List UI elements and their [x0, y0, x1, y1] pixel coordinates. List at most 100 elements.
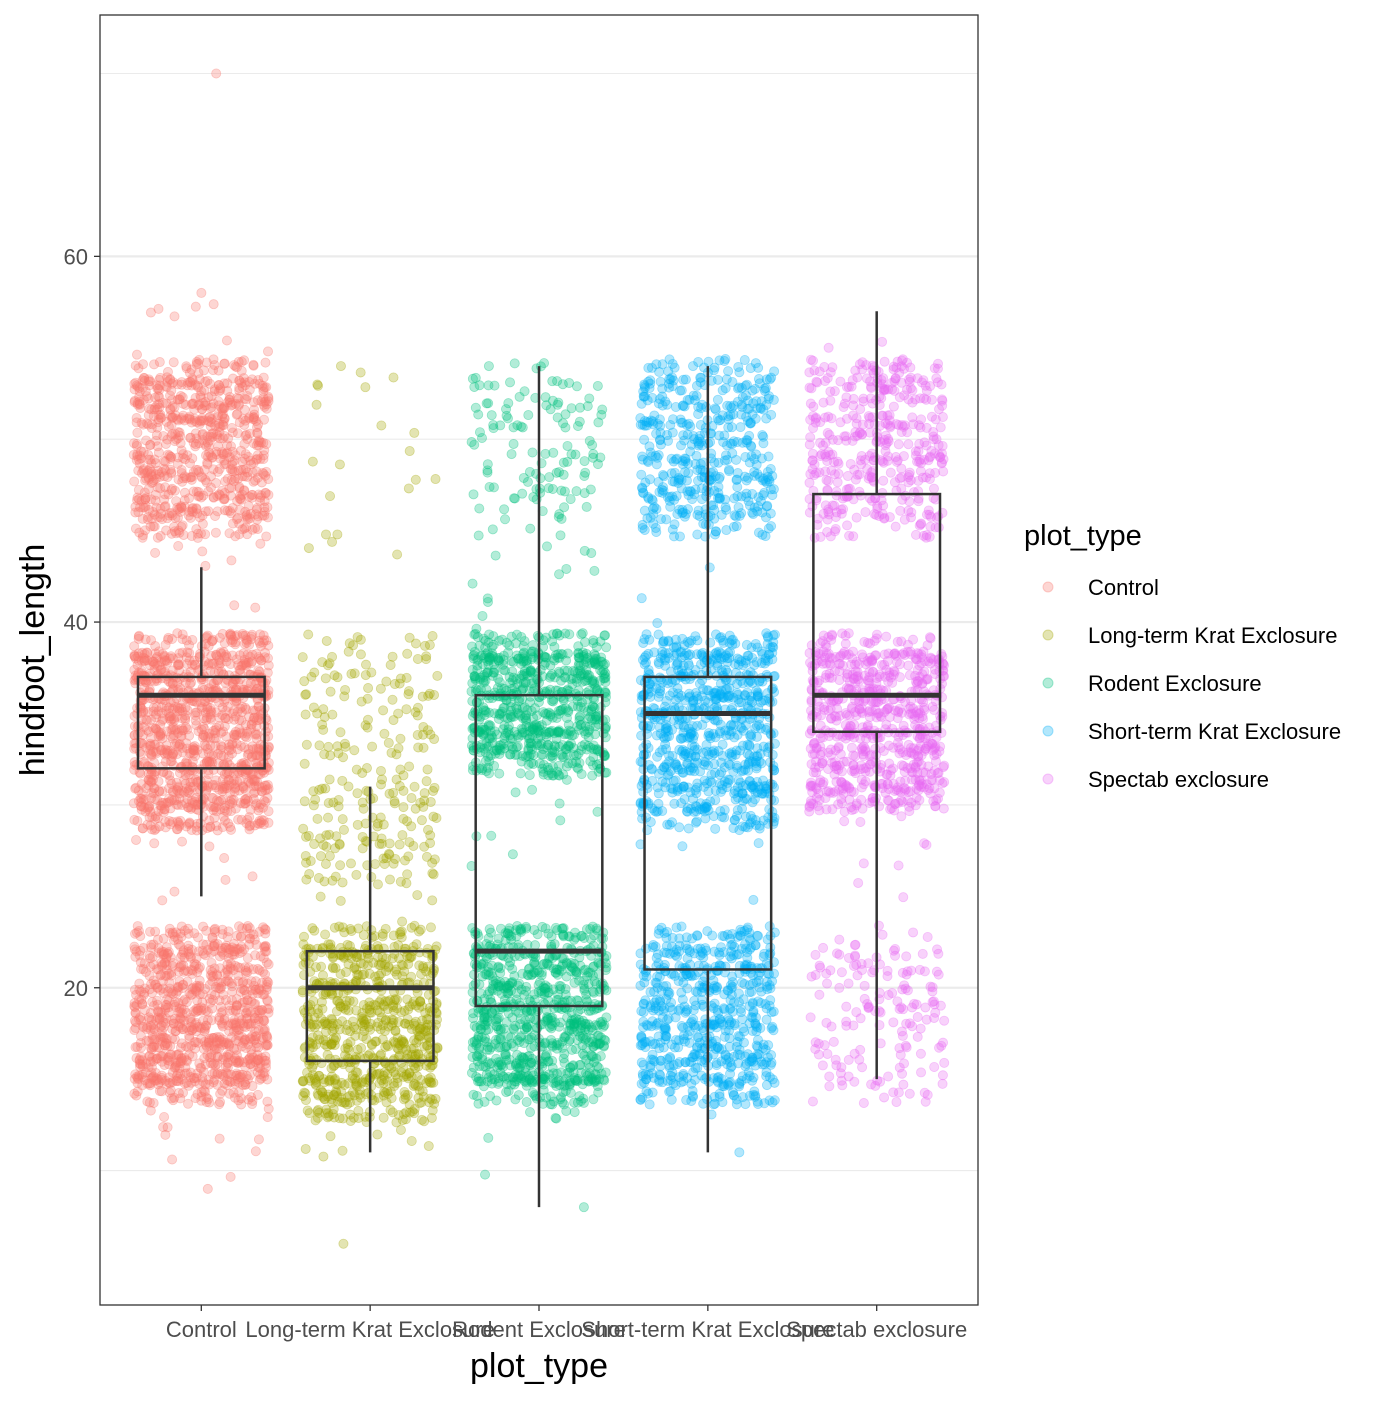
data-point [590, 730, 599, 739]
data-point [165, 924, 174, 933]
data-point [353, 820, 362, 829]
data-point [392, 1004, 401, 1013]
data-point [213, 826, 222, 835]
data-point [321, 674, 330, 683]
data-point [495, 769, 504, 778]
data-point [138, 1062, 147, 1071]
data-point [300, 797, 309, 806]
data-point [177, 837, 186, 846]
data-point [401, 1115, 410, 1124]
data-point [413, 711, 422, 720]
data-point [362, 763, 371, 772]
data-point [481, 756, 490, 765]
data-point [342, 996, 351, 1005]
data-point [403, 870, 412, 879]
data-point [222, 336, 231, 345]
data-point [378, 929, 387, 938]
data-point [396, 930, 405, 939]
data-point [416, 925, 425, 934]
data-point [569, 743, 578, 752]
data-point [420, 1117, 429, 1126]
data-point [321, 784, 330, 793]
data-point [312, 1077, 321, 1086]
data-point [358, 832, 367, 841]
data-point [301, 690, 310, 699]
data-point [175, 977, 184, 986]
data-point [134, 495, 143, 504]
data-point [551, 742, 560, 751]
data-point [499, 505, 508, 514]
data-point [227, 979, 236, 988]
data-point [596, 703, 605, 712]
data-point [586, 485, 595, 494]
data-point [167, 486, 176, 495]
data-point [563, 457, 572, 466]
data-point [321, 530, 330, 539]
data-point [155, 357, 164, 366]
data-point [255, 1006, 264, 1015]
data-point [335, 460, 344, 469]
data-point [424, 990, 433, 999]
data-point [428, 896, 437, 905]
data-point [208, 1060, 217, 1069]
data-point [220, 853, 229, 862]
data-point [220, 495, 229, 504]
data-point [132, 350, 141, 359]
data-point [211, 511, 220, 520]
data-point [165, 712, 174, 721]
data-point [256, 539, 265, 548]
data-point [323, 661, 332, 670]
data-point [407, 972, 416, 981]
data-point [565, 378, 574, 387]
data-point [396, 765, 405, 774]
data-point [210, 927, 219, 936]
data-point [254, 782, 263, 791]
data-point [153, 423, 162, 432]
data-point [384, 738, 393, 747]
data-point [352, 765, 361, 774]
data-point [562, 656, 571, 665]
data-point [475, 675, 484, 684]
data-point [353, 1045, 362, 1054]
data-point [588, 440, 597, 449]
data-point [516, 769, 525, 778]
data-point [250, 713, 259, 722]
data-point [184, 511, 193, 520]
data-point [210, 813, 219, 822]
data-point [500, 515, 509, 524]
data-point [581, 676, 590, 685]
data-point [433, 671, 442, 680]
data-point [180, 496, 189, 505]
data-point [404, 484, 413, 493]
data-point [131, 361, 140, 370]
data-point [310, 839, 319, 848]
data-point [426, 923, 435, 932]
data-point [319, 1152, 328, 1161]
data-point [499, 665, 508, 674]
data-point [579, 652, 588, 661]
data-point [163, 473, 172, 482]
data-point [198, 405, 207, 414]
data-point [223, 434, 232, 443]
data-point [169, 378, 178, 387]
data-point [298, 653, 307, 662]
data-point [424, 1141, 433, 1150]
data-point [352, 965, 361, 974]
data-point [388, 695, 397, 704]
data-point [256, 641, 265, 650]
data-point [145, 741, 154, 750]
data-point [237, 378, 246, 387]
data-point [339, 825, 348, 834]
data-point [190, 929, 199, 938]
data-point [340, 739, 349, 748]
data-point [598, 667, 607, 676]
data-point [131, 1018, 140, 1027]
data-point [240, 486, 249, 495]
data-point [377, 421, 386, 430]
data-point [386, 660, 395, 669]
data-point [329, 964, 338, 973]
data-point [251, 1147, 260, 1156]
data-point [600, 631, 609, 640]
data-point [195, 976, 204, 985]
